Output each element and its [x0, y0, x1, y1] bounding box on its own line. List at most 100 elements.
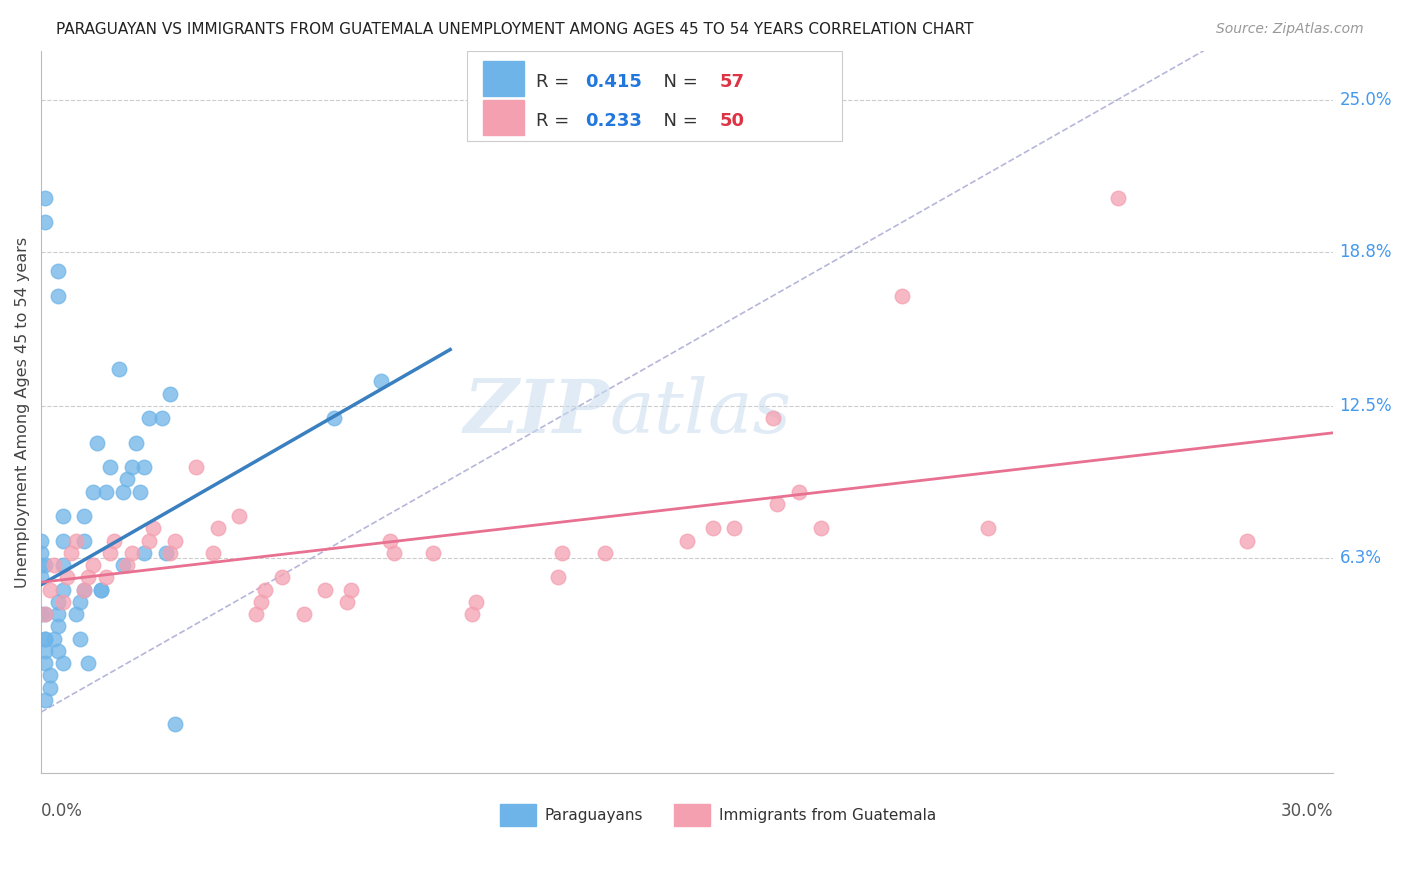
Point [370, 375, 392, 389]
Point [382, 546, 405, 560]
Text: ZIP: ZIP [463, 376, 610, 449]
Point [129, 484, 152, 499]
Point [422, 546, 444, 560]
Point [702, 521, 724, 535]
Point [138, 533, 160, 548]
Text: 25.0%: 25.0% [1340, 91, 1392, 109]
Point [52, 656, 75, 670]
Point [121, 460, 143, 475]
Point [1236, 533, 1258, 548]
Text: 50: 50 [720, 112, 744, 130]
Text: 18.8%: 18.8% [1340, 243, 1392, 260]
Point [30, 533, 52, 548]
Point [159, 386, 181, 401]
Point [202, 546, 225, 560]
Text: 12.5%: 12.5% [1340, 397, 1392, 415]
Text: 57: 57 [720, 73, 744, 91]
Text: atlas: atlas [610, 376, 792, 449]
Point [34, 191, 56, 205]
Point [547, 570, 569, 584]
Point [121, 546, 143, 560]
Text: 0.0%: 0.0% [41, 802, 83, 821]
Text: N =: N = [652, 73, 703, 91]
Point [115, 558, 138, 573]
Point [46, 644, 69, 658]
Text: 6.3%: 6.3% [1340, 549, 1381, 566]
Point [73, 509, 96, 524]
Point [34, 607, 56, 621]
Point [60, 546, 83, 560]
Point [46, 607, 69, 621]
Point [766, 497, 789, 511]
Point [551, 546, 574, 560]
Point [111, 558, 134, 573]
Point [336, 595, 359, 609]
Point [34, 644, 56, 658]
Point [46, 288, 69, 302]
Point [111, 484, 134, 499]
Text: N =: N = [652, 112, 703, 130]
Point [103, 533, 125, 548]
Point [90, 582, 112, 597]
Point [46, 619, 69, 633]
Point [77, 656, 100, 670]
Point [138, 411, 160, 425]
FancyBboxPatch shape [482, 62, 524, 96]
Point [77, 570, 100, 584]
Point [42, 558, 65, 573]
Point [228, 509, 250, 524]
Point [98, 460, 121, 475]
Point [461, 607, 484, 621]
Point [52, 558, 75, 573]
Text: PARAGUAYAN VS IMMIGRANTS FROM GUATEMALA UNEMPLOYMENT AMONG AGES 45 TO 54 YEARS C: PARAGUAYAN VS IMMIGRANTS FROM GUATEMALA … [56, 22, 974, 37]
Point [977, 521, 1000, 535]
Point [249, 595, 271, 609]
Point [322, 411, 344, 425]
Point [73, 533, 96, 548]
Point [207, 521, 229, 535]
Point [292, 607, 315, 621]
Text: R =: R = [536, 112, 575, 130]
FancyBboxPatch shape [467, 51, 842, 141]
Point [159, 546, 181, 560]
Point [52, 582, 75, 597]
Point [38, 668, 60, 682]
Point [155, 546, 177, 560]
Text: 30.0%: 30.0% [1281, 802, 1333, 821]
Point [593, 546, 616, 560]
Point [378, 533, 401, 548]
Point [69, 632, 91, 646]
Point [891, 288, 914, 302]
Text: Immigrants from Guatemala: Immigrants from Guatemala [720, 808, 936, 822]
Point [1107, 191, 1129, 205]
Point [65, 533, 87, 548]
Point [163, 717, 186, 731]
Point [69, 595, 91, 609]
Point [98, 546, 121, 560]
Point [314, 582, 336, 597]
Point [30, 570, 52, 584]
Point [30, 546, 52, 560]
Point [46, 264, 69, 278]
Point [34, 656, 56, 670]
Point [134, 546, 156, 560]
Point [94, 570, 117, 584]
Point [38, 582, 60, 597]
Point [86, 435, 108, 450]
Point [465, 595, 488, 609]
Point [340, 582, 363, 597]
Point [30, 558, 52, 573]
Text: R =: R = [536, 73, 575, 91]
Point [125, 435, 148, 450]
Point [34, 558, 56, 573]
Point [115, 472, 138, 486]
Point [134, 460, 156, 475]
Point [82, 484, 104, 499]
Point [73, 582, 96, 597]
Text: 0.415: 0.415 [585, 73, 643, 91]
Point [810, 521, 832, 535]
Point [245, 607, 267, 621]
Point [34, 632, 56, 646]
Point [34, 215, 56, 229]
Y-axis label: Unemployment Among Ages 45 to 54 years: Unemployment Among Ages 45 to 54 years [15, 236, 30, 588]
